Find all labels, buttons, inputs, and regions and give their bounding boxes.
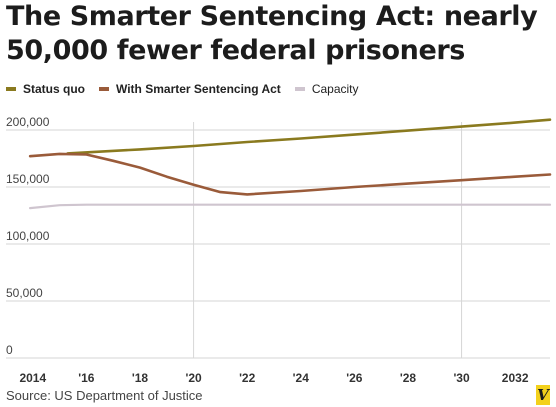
legend-swatch-capacity	[294, 87, 305, 91]
vox-logo: V	[536, 385, 550, 405]
y-tick-label: 50,000	[6, 286, 43, 300]
series-lines	[28, 118, 552, 210]
legend-label-status-quo: Status quo	[23, 82, 85, 96]
legend-item-status-quo: Status quo	[6, 82, 85, 96]
y-tick-label: 150,000	[6, 172, 50, 186]
x-tick-label: '20	[185, 371, 202, 385]
legend-swatch-smarter-sentencing	[99, 87, 109, 91]
series-line-status-quo	[66, 118, 552, 155]
legend-item-capacity: Capacity	[294, 82, 359, 96]
grid-layer	[6, 122, 550, 359]
legend-item-smarter-sentencing: With Smarter Sentencing Act	[99, 82, 281, 96]
x-tick-label: '18	[132, 371, 149, 385]
y-tick-label: 100,000	[6, 229, 50, 243]
x-tick-label: '28	[400, 371, 417, 385]
x-tick-label: 2032	[502, 371, 529, 385]
x-tick-label: 2014	[19, 371, 46, 385]
axis-labels: 0 50,000 100,000 150,000 200,000 2014 '16 '18 '2…	[6, 115, 529, 385]
x-tick-label: '16	[78, 371, 95, 385]
y-tick-label: 200,000	[6, 115, 50, 129]
chart-legend: Status quo With Smarter Sentencing Act C…	[6, 80, 373, 98]
legend-swatch-status-quo	[6, 87, 16, 91]
series-line-capacity	[29, 203, 552, 210]
series-line-with-smarter-sentencing-act	[28, 152, 552, 196]
x-tick-label: '30	[453, 371, 470, 385]
legend-label-capacity: Capacity	[311, 82, 359, 96]
x-tick-label: '26	[346, 371, 363, 385]
chart-title: The Smarter Sentencing Act: nearly 50,00…	[6, 1, 538, 66]
legend-label-smarter-sentencing: With Smarter Sentencing Act	[116, 82, 281, 96]
x-tick-label: '24	[293, 371, 310, 385]
y-tick-label: 0	[6, 343, 13, 357]
source-note: Source: US Department of Justice	[6, 388, 203, 403]
x-tick-label: '22	[239, 371, 256, 385]
